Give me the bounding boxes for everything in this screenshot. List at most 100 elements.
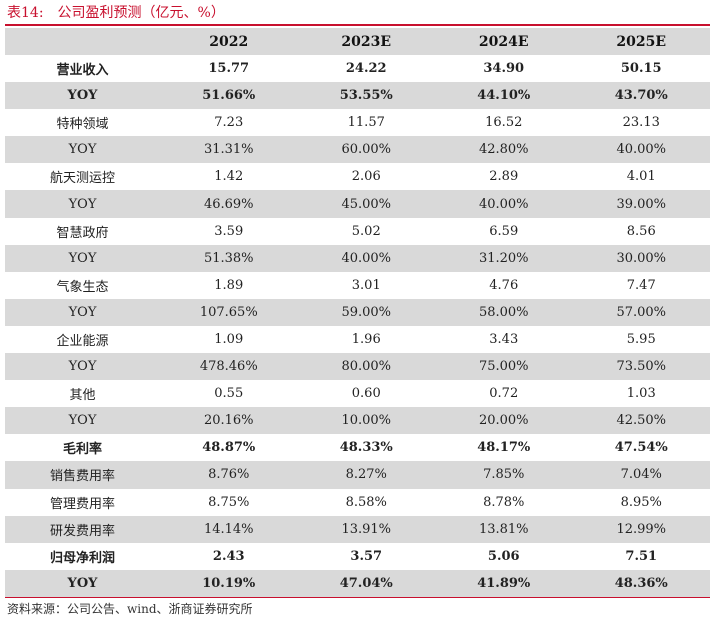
value-cell: 46.69% [160, 190, 298, 218]
row-label: YOY [5, 82, 160, 110]
value-cell: 57.00% [572, 298, 710, 326]
table-caption: 表14: 公司盈利预测（亿元、%） [7, 3, 225, 23]
table-row: YOY 51.66% 53.55% 44.10% 43.70% [5, 82, 710, 110]
table-row: YOY 20.16% 10.00% 20.00% 42.50% [5, 407, 710, 435]
value-cell: 51.38% [160, 244, 298, 272]
table-row: YOY 478.46% 80.00% 75.00% 73.50% [5, 353, 710, 381]
value-cell: 5.02 [351, 223, 381, 239]
value-cell: 7.04% [572, 461, 710, 489]
value-cell: 24.22 [345, 61, 387, 77]
row-label: YOY [5, 407, 160, 435]
value-cell: 60.00% [297, 136, 435, 164]
value-cell: 2.89 [489, 169, 519, 185]
header-cell-label [5, 28, 160, 55]
table-title: 公司盈利预测（亿元、%） [57, 5, 225, 21]
table-bottom-divider [5, 597, 710, 598]
value-cell: 7.47 [626, 277, 656, 293]
value-cell: 59.00% [297, 298, 435, 326]
value-cell: 8.95% [620, 494, 662, 510]
row-label: 营业收入 [56, 63, 109, 79]
value-cell: 0.55 [214, 386, 244, 402]
value-cell: 48.36% [572, 569, 710, 597]
value-cell: 8.78% [483, 494, 525, 510]
value-cell: 23.13 [622, 115, 660, 131]
table-number: 表14: [7, 5, 44, 21]
value-cell: 16.52 [485, 115, 523, 131]
table-row: 航天测运控 1.42 2.06 2.89 4.01 [5, 163, 710, 190]
table-header-row: 2022 2023E 2024E 2025E [5, 28, 710, 55]
value-cell: 4.76 [489, 277, 519, 293]
row-label: 研发费用率 [5, 515, 160, 543]
value-cell: 8.56 [626, 223, 656, 239]
row-label: 销售费用率 [5, 461, 160, 489]
row-label: YOY [5, 244, 160, 272]
value-cell: 50.15 [620, 61, 662, 77]
value-cell: 80.00% [297, 353, 435, 381]
value-cell: 73.50% [572, 353, 710, 381]
value-cell: 1.09 [214, 331, 244, 347]
value-cell: 478.46% [160, 353, 298, 381]
value-cell: 6.59 [489, 223, 519, 239]
value-cell: 0.72 [489, 386, 519, 402]
value-cell: 7.51 [625, 548, 658, 564]
value-cell: 8.75% [208, 494, 250, 510]
table-row: YOY 107.65% 59.00% 58.00% 57.00% [5, 298, 710, 326]
value-cell: 40.00% [572, 136, 710, 164]
value-cell: 3.59 [214, 223, 244, 239]
value-cell: 53.55% [297, 82, 435, 110]
value-cell: 15.77 [208, 61, 250, 77]
value-cell: 2.06 [351, 169, 381, 185]
header-cell-year: 2024E [435, 28, 573, 55]
value-cell: 1.42 [214, 169, 244, 185]
value-cell: 47.04% [297, 569, 435, 597]
row-label: 气象生态 [56, 279, 109, 295]
table-row: 毛利率 48.87% 48.33% 48.17% 47.54% [5, 434, 710, 461]
table-row: 气象生态 1.89 3.01 4.76 7.47 [5, 272, 710, 299]
value-cell: 58.00% [435, 298, 573, 326]
row-label: 其他 [69, 388, 96, 404]
row-label: 特种领域 [56, 117, 109, 133]
value-cell: 5.06 [487, 548, 520, 564]
row-label: YOY [5, 353, 160, 381]
row-label: 管理费用率 [49, 496, 115, 512]
profit-forecast-table: 2022 2023E 2024E 2025E 营业收入 15.77 24.22 34.90 5… [5, 28, 710, 597]
value-cell: 13.81% [435, 515, 573, 543]
value-cell: 8.27% [297, 461, 435, 489]
value-cell: 31.20% [435, 244, 573, 272]
row-label: YOY [5, 569, 160, 597]
value-cell: 8.58% [345, 494, 387, 510]
value-cell: 3.57 [350, 548, 383, 564]
value-cell: 8.76% [160, 461, 298, 489]
table-row: 特种领域 7.23 11.57 16.52 23.13 [5, 109, 710, 136]
value-cell: 48.17% [477, 440, 531, 456]
value-cell: 48.87% [202, 440, 256, 456]
row-label: 归母净利润 [49, 550, 115, 566]
row-label: 毛利率 [62, 442, 102, 458]
table-row: 企业能源 1.09 1.96 3.43 5.95 [5, 326, 710, 353]
value-cell: 14.14% [160, 515, 298, 543]
value-cell: 20.16% [160, 407, 298, 435]
value-cell: 0.60 [351, 386, 381, 402]
value-cell: 1.89 [214, 277, 244, 293]
value-cell: 1.03 [626, 386, 656, 402]
table-row: 管理费用率 8.75% 8.58% 8.78% 8.95% [5, 489, 710, 516]
value-cell: 10.00% [297, 407, 435, 435]
table-row: 销售费用率 8.76% 8.27% 7.85% 7.04% [5, 461, 710, 489]
value-cell: 75.00% [435, 353, 573, 381]
table-row: 归母净利润 2.43 3.57 5.06 7.51 [5, 543, 710, 570]
value-cell: 1.96 [351, 331, 381, 347]
table-row: YOY 46.69% 45.00% 40.00% 39.00% [5, 190, 710, 218]
row-label: YOY [5, 136, 160, 164]
value-cell: 10.19% [160, 569, 298, 597]
table-row: 营业收入 15.77 24.22 34.90 50.15 [5, 55, 710, 82]
value-cell: 41.89% [435, 569, 573, 597]
table-body: 营业收入 15.77 24.22 34.90 50.15 YOY 51.66% 53.55% 4… [5, 55, 710, 597]
value-cell: 2.43 [212, 548, 245, 564]
header-cell-year: 2025E [572, 28, 710, 55]
value-cell: 20.00% [435, 407, 573, 435]
value-cell: 42.50% [572, 407, 710, 435]
table-row: YOY 31.31% 60.00% 42.80% 40.00% [5, 136, 710, 164]
value-cell: 44.10% [435, 82, 573, 110]
value-cell: 42.80% [435, 136, 573, 164]
value-cell: 51.66% [160, 82, 298, 110]
